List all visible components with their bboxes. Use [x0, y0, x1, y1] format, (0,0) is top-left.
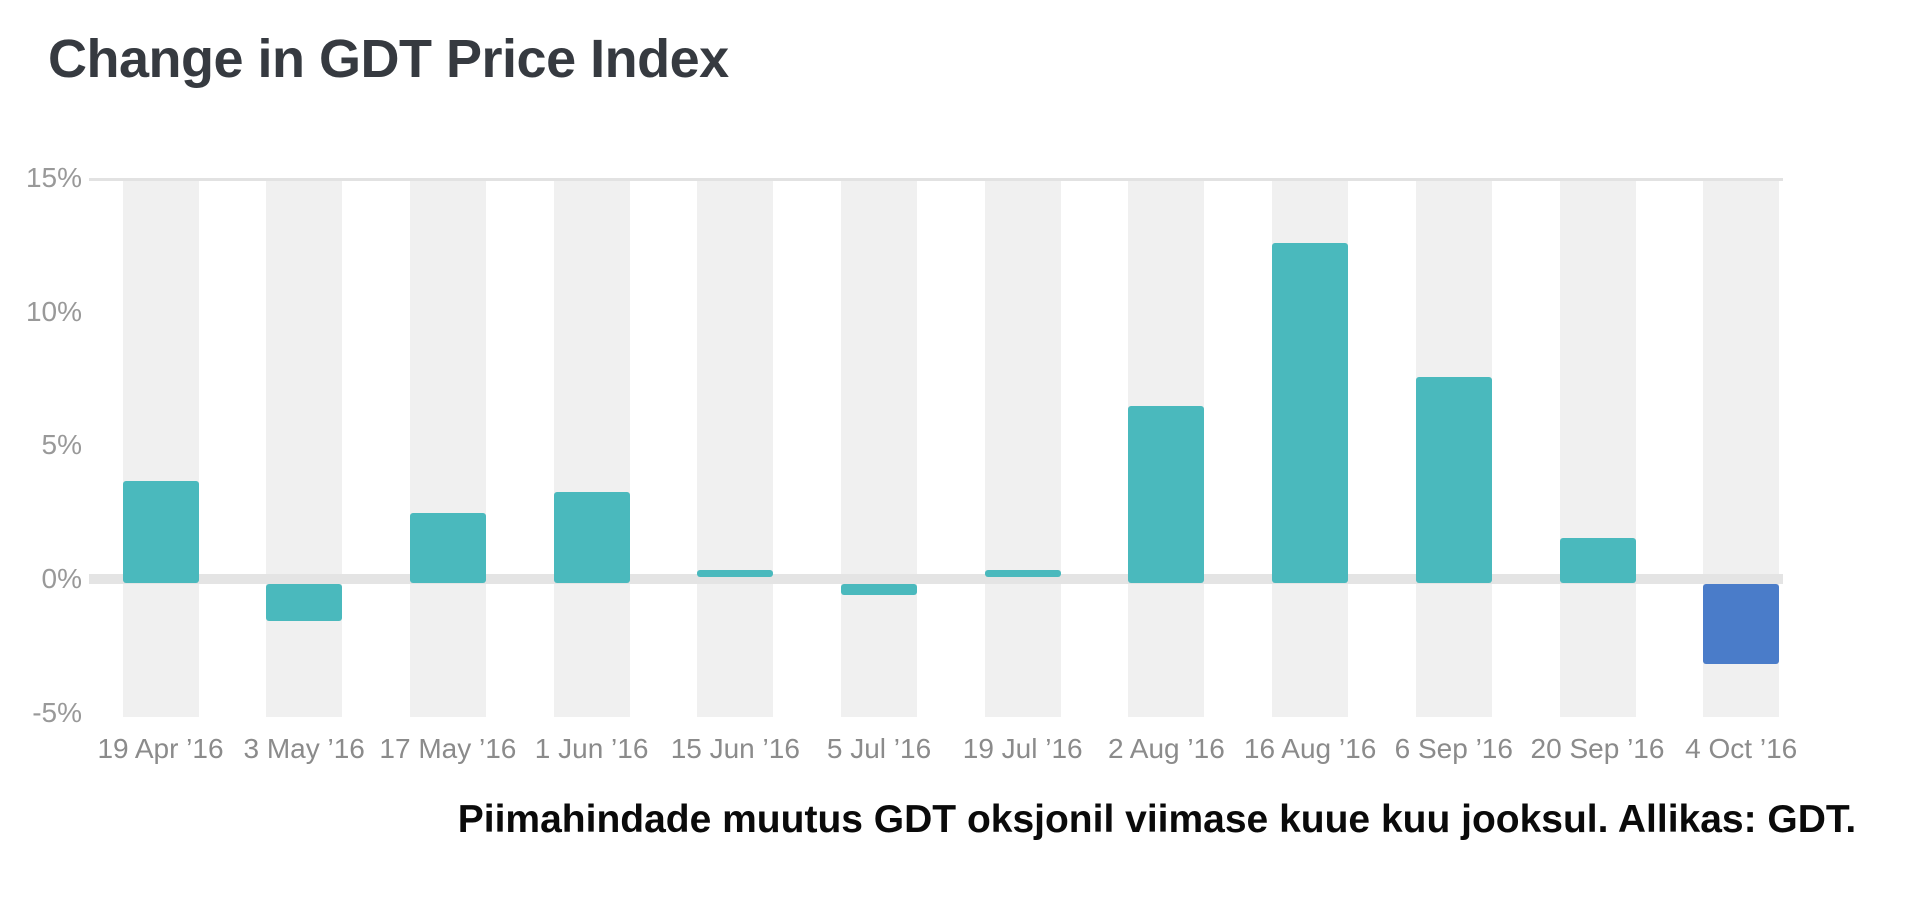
x-tick-label: 1 Jun ’16	[534, 733, 649, 764]
x-tick-label: 4 Oct ’16	[1685, 733, 1798, 764]
x-tick-label: 16 Aug ’16	[1243, 733, 1377, 764]
x-tick-label: 6 Sep ’16	[1394, 733, 1513, 764]
category-stripe	[553, 178, 630, 717]
category-stripe	[122, 178, 199, 717]
category-stripe	[984, 178, 1061, 717]
bar	[841, 584, 917, 595]
x-tick-label: 5 Jul ’16	[826, 733, 932, 764]
x-tick-label: 19 Apr ’16	[97, 733, 224, 764]
chart-title: Change in GDT Price Index	[48, 29, 729, 89]
bar	[1272, 243, 1349, 583]
bar	[1128, 406, 1205, 583]
bar	[553, 492, 630, 583]
bar	[1415, 377, 1492, 583]
bar	[122, 481, 199, 583]
plot-area	[89, 178, 1783, 717]
y-tick-label: -5%	[32, 696, 82, 728]
bar	[266, 584, 343, 622]
category-stripe	[409, 178, 486, 717]
y-tick-label: 10%	[25, 295, 82, 327]
y-tick-label: 0%	[41, 563, 82, 594]
x-tick-label: 17 May ’16	[379, 733, 517, 764]
caption: Piimahindade muutus GDT oksjonil viimase…	[457, 798, 1857, 841]
x-tick-label: 20 Sep ’16	[1530, 733, 1665, 764]
bar	[1703, 584, 1780, 665]
y-tick-label: 15%	[25, 161, 82, 193]
category-stripe	[841, 178, 917, 717]
category-stripe	[697, 178, 774, 717]
bar	[697, 570, 774, 577]
category-stripe	[1559, 178, 1636, 717]
x-tick-label: 2 Aug ’16	[1108, 733, 1225, 764]
gridline-15pct	[89, 178, 1783, 181]
x-tick-label: 3 May ’16	[243, 733, 365, 764]
x-tick-label: 19 Jul ’16	[962, 733, 1083, 764]
category-stripe	[266, 178, 343, 717]
y-tick-label: 5%	[41, 429, 82, 461]
bar	[1559, 537, 1636, 583]
zero-baseline	[89, 574, 1783, 584]
x-tick-label: 15 Jun ’16	[670, 733, 800, 764]
bar	[984, 570, 1061, 577]
bar	[409, 513, 486, 583]
